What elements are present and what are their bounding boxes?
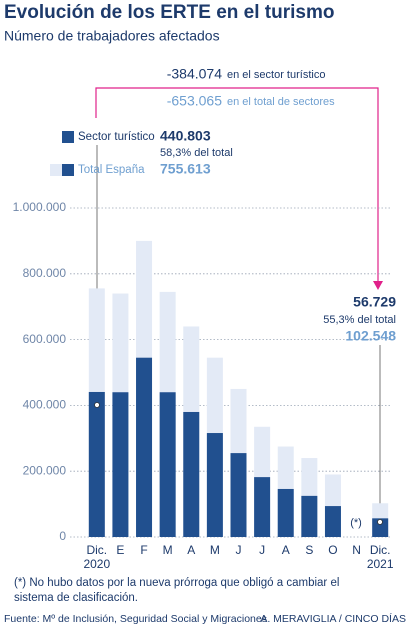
chart-title: Evolución de los ERTE en el turismo xyxy=(4,2,334,23)
y-tick-label: 800.000 xyxy=(23,266,67,280)
change-value: -384.074 xyxy=(167,66,222,82)
y-tick-label: 1.000.000 xyxy=(13,200,67,214)
change-text: en el total de sectores xyxy=(227,96,335,108)
legend-label: Total España xyxy=(78,164,145,176)
missing-marker: (*) xyxy=(350,517,362,529)
x-tick-label: E xyxy=(116,543,125,557)
x-tick-label: O xyxy=(328,543,338,557)
x-tick-label: J xyxy=(235,543,242,557)
leader-dot xyxy=(94,402,100,408)
x-tick-label: Dic. 2020 xyxy=(83,543,111,571)
change-value: -653.065 xyxy=(167,93,222,109)
bar xyxy=(254,477,271,537)
footnote: (*) No hubo datos por la nueva prórroga … xyxy=(14,577,340,604)
legend-label: Sector turístico xyxy=(78,131,155,143)
x-tick-label: A xyxy=(281,543,290,557)
arrow-head xyxy=(373,281,383,290)
arrow-line xyxy=(95,87,379,282)
y-tick-label: 200.000 xyxy=(23,463,67,477)
value-label: 102.548 xyxy=(345,328,396,344)
bar xyxy=(183,411,200,537)
value-label: 440.803 xyxy=(160,128,211,144)
source: Fuente: Mº de Inclusión, Seguridad Socia… xyxy=(4,613,267,625)
bar xyxy=(230,453,247,537)
leader-dot xyxy=(377,519,383,525)
bar xyxy=(88,391,105,537)
y-tick-label: 0 xyxy=(59,529,66,543)
bar xyxy=(136,357,153,537)
x-tick-label: Dic. 2021 xyxy=(366,543,394,571)
x-tick-label: M xyxy=(162,543,173,557)
bar xyxy=(372,518,389,537)
legend-swatch xyxy=(62,164,74,176)
y-tick-label: 400.000 xyxy=(23,398,67,412)
value-label: 755.613 xyxy=(160,161,211,177)
legend-swatch xyxy=(50,164,62,176)
bar xyxy=(301,495,318,537)
bar xyxy=(206,433,223,537)
share-label: 55,3% del total xyxy=(323,314,396,326)
y-tick-label: 600.000 xyxy=(23,332,67,346)
share-label: 58,3% del total xyxy=(160,147,233,159)
x-tick-label: N xyxy=(352,543,361,557)
x-tick-label: S xyxy=(305,543,314,557)
bar xyxy=(277,488,294,537)
change-text: en el sector turístico xyxy=(227,69,325,81)
x-tick-label: F xyxy=(140,543,148,557)
credit: A. MERAVIGLIA / CINCO DÍAS xyxy=(260,613,406,625)
legend-swatch xyxy=(62,131,74,143)
bar xyxy=(112,392,129,537)
x-tick-label: J xyxy=(259,543,266,557)
bar xyxy=(159,392,176,537)
chart-subtitle: Número de trabajadores afectados xyxy=(4,28,220,44)
x-tick-label: M xyxy=(209,543,220,557)
bar xyxy=(324,506,341,537)
value-label: 56.729 xyxy=(353,294,396,310)
x-tick-label: A xyxy=(187,543,196,557)
